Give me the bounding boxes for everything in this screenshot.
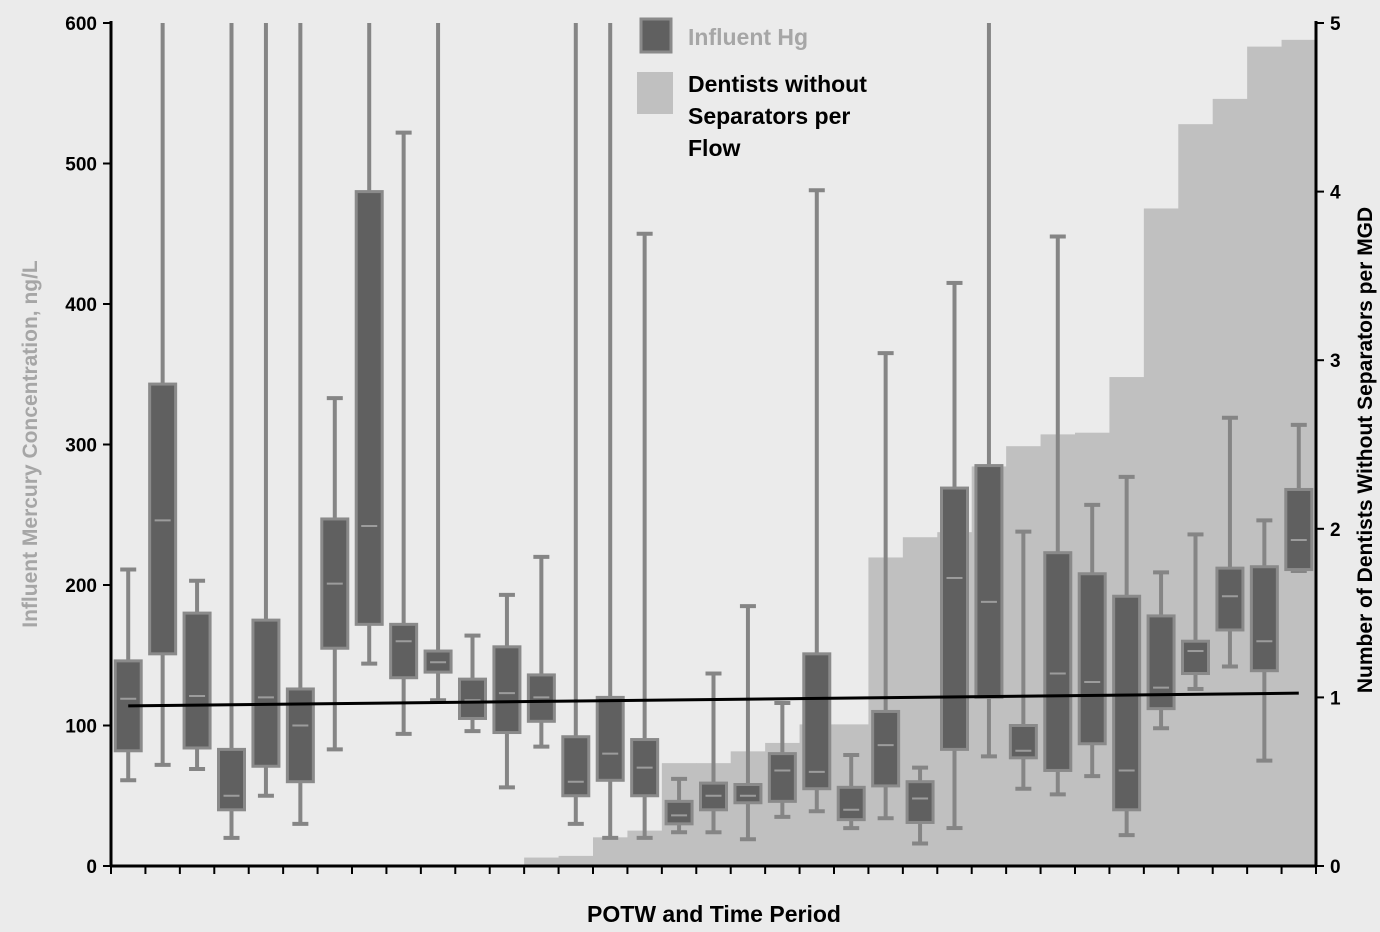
iqr-box-28: [1043, 551, 1073, 772]
box-19: [733, 604, 763, 842]
y-right-tick-label-3: 3: [1330, 351, 1341, 372]
iqr-box-3: [182, 611, 212, 750]
box-25: [940, 280, 969, 831]
trend-line-group: [128, 691, 1299, 708]
y-right-tick-label-5: 5: [1330, 14, 1341, 35]
iqr-box-21: [802, 652, 832, 791]
box-2: [148, 23, 178, 767]
legend-box-swatch: [639, 17, 673, 54]
box-18: [699, 671, 728, 835]
iqr-box-33: [1215, 566, 1245, 632]
box-34: [1249, 518, 1279, 763]
box-30: [1112, 474, 1142, 838]
legend-label-dentists-line-2: Separators per: [688, 103, 850, 129]
y-axis-label-right: Number of Dentists Without Separators pe…: [1354, 207, 1377, 693]
box-15: [595, 23, 625, 840]
iqr-box-11: [458, 677, 487, 720]
area-step-31: [1143, 208, 1179, 866]
y-left-tick-label-4: 400: [65, 295, 97, 316]
box-20: [767, 701, 797, 819]
legend-label-influent-hg: Influent Hg: [688, 24, 808, 50]
trend-line: [128, 691, 1299, 708]
area-step-15: [593, 837, 629, 866]
legend-label-dentists: Dentists without Separators per Flow: [688, 71, 873, 161]
legend-area-swatch: [637, 72, 673, 114]
box-3: [182, 578, 212, 772]
iqr-box-20: [767, 752, 797, 803]
y-left-tick-label-1: 100: [65, 717, 97, 738]
box-8: [354, 23, 384, 666]
iqr-box-27: [1008, 724, 1038, 760]
legend-label-dentists-line-1: Dentists without: [688, 71, 867, 97]
area-step-32: [1178, 124, 1214, 866]
box-12: [492, 592, 522, 790]
box-7: [320, 396, 350, 752]
axes: 0 100 200 300 400 500 600 0 1 2 3 4 5: [65, 14, 1341, 878]
box-23: [871, 351, 901, 821]
iqr-box-5: [251, 618, 281, 768]
y-left-tick-label-6: 600: [65, 14, 97, 35]
y-right-tick-label-0: 0: [1330, 857, 1341, 878]
box-35: [1284, 422, 1314, 573]
iqr-box-26: [974, 464, 1004, 699]
iqr-box-25: [940, 486, 969, 751]
y-left-tick-label-5: 500: [65, 155, 97, 176]
iqr-box-23: [871, 709, 901, 788]
box-5: [251, 23, 281, 798]
area-step-13: [524, 857, 560, 866]
box-16: [630, 231, 660, 840]
iqr-box-24: [905, 780, 935, 824]
y-right-tick-label-4: 4: [1330, 183, 1341, 204]
iqr-box-4: [217, 747, 246, 812]
y-left-tick-label-3: 300: [65, 436, 97, 457]
iqr-box-17: [664, 799, 694, 826]
influent-hg-series: [113, 23, 1314, 846]
box-29: [1077, 502, 1107, 779]
box-22: [836, 753, 866, 831]
legend-label-dentists-line-3: Flow: [688, 135, 740, 161]
iqr-box-8: [354, 190, 384, 626]
x-axis-label: POTW and Time Period: [587, 901, 841, 927]
box-14: [561, 23, 591, 826]
iqr-box-12: [492, 645, 522, 735]
area-step-14: [558, 855, 594, 866]
box-24: [905, 765, 935, 846]
y-left-tick-label-2: 200: [65, 576, 97, 597]
box-26: [974, 23, 1004, 759]
iqr-box-22: [836, 785, 866, 822]
iqr-box-35: [1284, 487, 1314, 572]
iqr-box-9: [389, 622, 419, 680]
box-9: [389, 130, 419, 736]
iqr-box-14: [561, 735, 591, 798]
iqr-box-34: [1249, 565, 1279, 673]
box-11: [458, 633, 487, 734]
box-4: [217, 23, 246, 840]
y-left-tick-label-0: 0: [86, 857, 97, 878]
box-21: [802, 188, 832, 814]
box-1: [113, 567, 143, 783]
box-28: [1043, 234, 1073, 797]
y-right-tick-label-1: 1: [1330, 688, 1341, 709]
box-32: [1181, 532, 1210, 691]
box-13: [526, 554, 556, 749]
box-27: [1008, 529, 1038, 791]
iqr-box-2: [148, 382, 178, 656]
iqr-box-19: [733, 783, 763, 805]
y-axis-label-left: Influent Mercury Concentration, ng/L: [19, 260, 42, 628]
box-33: [1215, 415, 1245, 669]
iqr-box-29: [1077, 572, 1107, 746]
y-right-tick-label-2: 2: [1330, 520, 1341, 541]
iqr-box-32: [1181, 639, 1210, 676]
iqr-box-30: [1112, 594, 1142, 812]
iqr-box-15: [595, 695, 625, 782]
box-17: [664, 776, 694, 835]
box-10: [423, 23, 453, 703]
legend: Influent Hg Dentists without Separators …: [637, 17, 873, 161]
